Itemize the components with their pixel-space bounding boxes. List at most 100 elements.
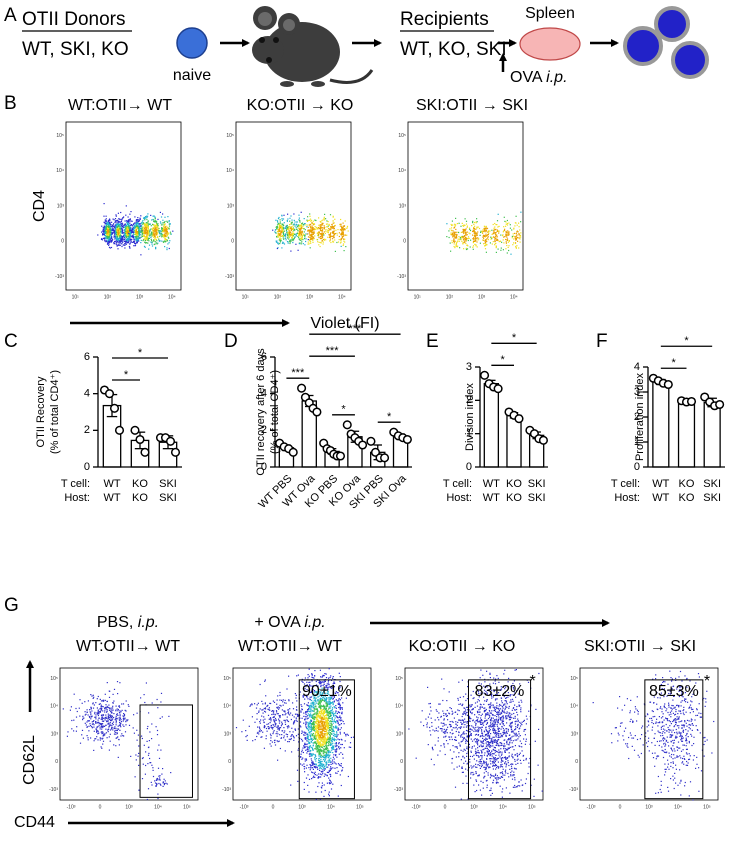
- event-dot: [107, 737, 108, 738]
- event-dot: [277, 220, 278, 221]
- event-dot: [117, 715, 118, 716]
- event-dot: [148, 228, 149, 229]
- event-dot: [451, 224, 452, 225]
- plot-frame: [236, 122, 351, 290]
- event-dot: [289, 226, 290, 227]
- event-dot: [309, 232, 310, 233]
- event-dot: [148, 224, 149, 225]
- event-dot: [452, 242, 453, 243]
- event-dot: [463, 248, 464, 249]
- event-dot: [311, 762, 312, 763]
- event-dot: [322, 773, 323, 774]
- event-dot: [115, 728, 116, 729]
- event-dot: [458, 232, 459, 233]
- event-dot: [128, 224, 129, 225]
- event-dot: [455, 226, 456, 227]
- event-dot: [343, 226, 344, 227]
- event-dot: [327, 702, 328, 703]
- event-dot: [519, 226, 520, 227]
- event-dot: [117, 227, 118, 228]
- event-dot: [117, 718, 118, 719]
- event-dot: [513, 238, 514, 239]
- event-dot: [301, 751, 302, 752]
- event-dot: [513, 228, 514, 229]
- event-dot: [309, 669, 310, 670]
- event-dot: [446, 236, 447, 237]
- event-dot: [486, 244, 487, 245]
- event-dot: [144, 223, 145, 224]
- event-dot: [88, 726, 89, 727]
- event-dot: [139, 230, 140, 231]
- spleen-label: Spleen: [525, 5, 575, 22]
- event-dot: [292, 231, 293, 232]
- event-dot: [335, 752, 336, 753]
- event-dot: [159, 232, 160, 233]
- event-dot: [136, 236, 137, 237]
- event-dot: [329, 716, 330, 717]
- donors-title: OTII Donors: [22, 9, 125, 30]
- event-dot: [328, 714, 329, 715]
- event-dot: [327, 705, 328, 706]
- event-dot: [324, 231, 325, 232]
- event-dot: [103, 706, 104, 707]
- event-dot: [319, 743, 320, 744]
- event-dot: [95, 721, 96, 722]
- event-dot: [294, 224, 295, 225]
- event-dot: [287, 237, 288, 238]
- event-dot: [278, 217, 279, 218]
- event-dot: [321, 771, 322, 772]
- event-dot: [510, 228, 511, 229]
- event-dot: [102, 717, 103, 718]
- event-dot: [145, 751, 146, 752]
- event-dot: [129, 214, 130, 215]
- event-dot: [169, 220, 170, 221]
- event-dot: [293, 708, 294, 709]
- event-dot: [103, 216, 104, 217]
- event-dot: [313, 776, 314, 777]
- event-dot: [147, 243, 148, 244]
- event-dot: [166, 247, 167, 248]
- event-dot: [330, 725, 331, 726]
- event-dot: [329, 737, 330, 738]
- event-dot: [480, 235, 481, 236]
- event-dot: [309, 716, 310, 717]
- x-tick-label: 10⁴: [168, 294, 176, 300]
- event-dot: [315, 743, 316, 744]
- event-dot: [152, 702, 153, 703]
- event-dot: [106, 718, 107, 719]
- event-dot: [340, 219, 341, 220]
- event-dot: [311, 733, 312, 734]
- event-dot: [301, 223, 302, 224]
- event-dot: [112, 727, 113, 728]
- event-dot: [487, 235, 488, 236]
- event-dot: [106, 218, 107, 219]
- event-dot: [281, 226, 282, 227]
- event-dot: [127, 234, 128, 235]
- event-dot: [276, 226, 277, 227]
- event-dot: [331, 236, 332, 237]
- event-dot: [95, 702, 96, 703]
- event-dot: [327, 772, 328, 773]
- event-dot: [154, 780, 155, 781]
- event-dot: [118, 709, 119, 710]
- event-dot: [135, 245, 136, 246]
- event-dot: [334, 768, 335, 769]
- event-dot: [282, 220, 283, 221]
- event-dot: [125, 718, 126, 719]
- event-dot: [136, 220, 137, 221]
- event-dot: [520, 235, 521, 236]
- event-dot: [309, 224, 310, 225]
- event-dot: [113, 223, 114, 224]
- event-dot: [321, 722, 322, 723]
- event-dot: [112, 225, 113, 226]
- event-dot: [333, 727, 334, 728]
- event-dot: [304, 744, 305, 745]
- event-dot: [517, 231, 518, 232]
- event-dot: [505, 248, 506, 249]
- event-dot: [315, 704, 316, 705]
- event-dot: [494, 244, 495, 245]
- event-dot: [130, 230, 131, 231]
- x-tick-label: -10³: [240, 804, 249, 810]
- event-dot: [325, 712, 326, 713]
- event-dot: [340, 729, 341, 730]
